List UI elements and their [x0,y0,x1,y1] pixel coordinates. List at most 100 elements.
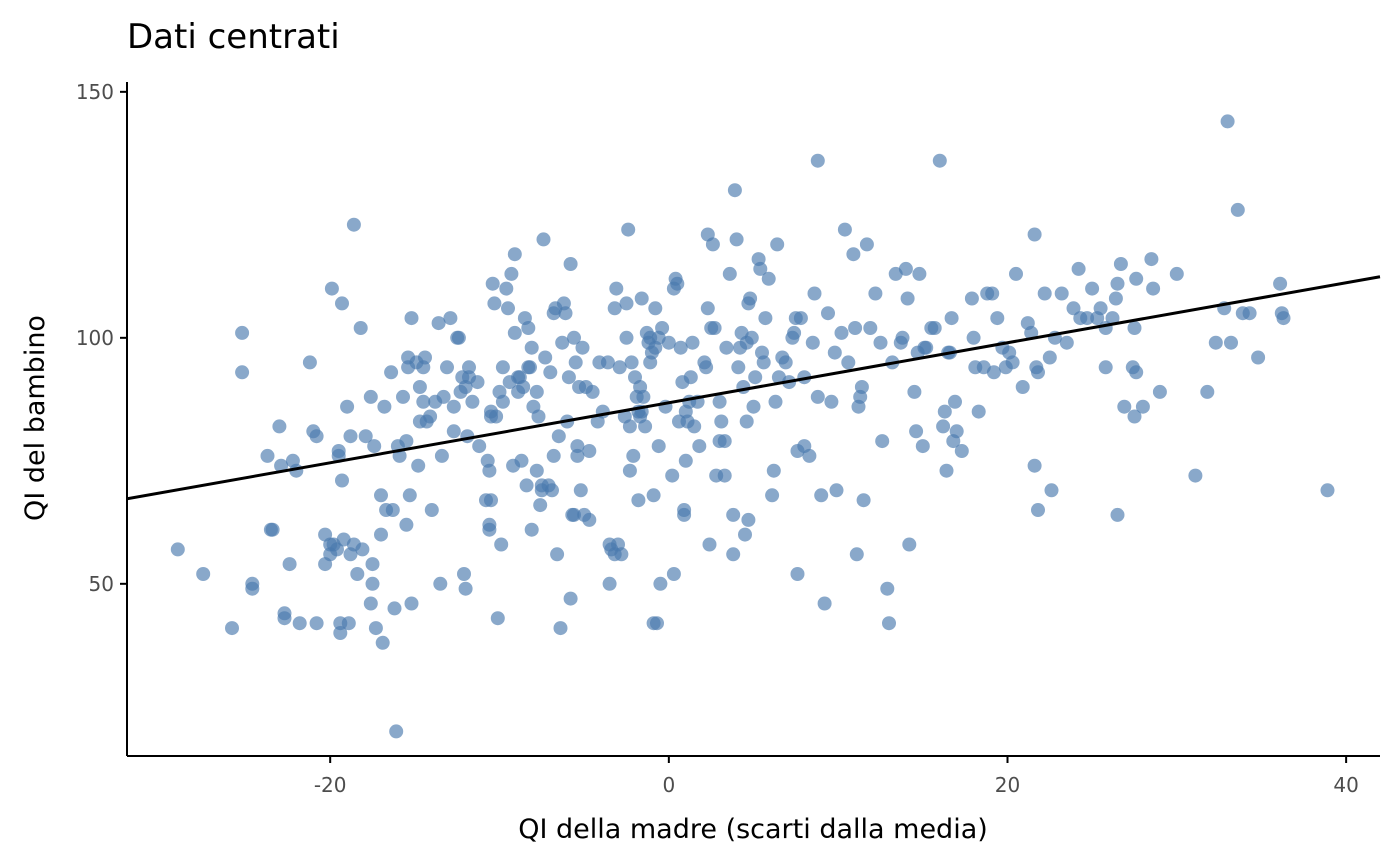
data-point-348 [944,311,959,326]
data-point-105 [482,463,497,478]
data-point-354 [966,330,981,345]
data-point-221 [655,321,670,335]
data-point-40 [346,217,361,232]
data-point-387 [1093,301,1108,316]
data-point-261 [727,183,742,198]
data-point-91 [451,330,466,345]
data-point-257 [719,340,734,355]
data-point-189 [614,547,629,562]
data-point-418 [1276,311,1291,326]
data-point-83 [433,576,448,591]
data-point-42 [350,567,365,581]
data-point-43 [353,321,368,335]
data-point-389 [1098,360,1113,375]
data-point-404 [1152,384,1167,399]
data-point-283 [766,463,781,478]
data-point-174 [582,512,597,527]
data-point-295 [793,311,808,326]
data-point-11 [274,458,289,473]
data-point-150 [546,448,561,463]
data-point-291 [787,325,802,340]
data-point-88 [446,399,461,414]
data-point-219 [651,439,666,454]
data-point-318 [856,493,871,508]
data-point-148 [543,365,558,380]
data-point-9 [265,522,280,537]
data-point-162 [563,591,578,606]
data-point-397 [1127,409,1142,424]
data-point-102 [472,439,487,454]
data-point-14 [282,557,297,572]
data-point-164 [567,507,581,522]
data-point-225 [666,567,681,581]
data-point-133 [521,321,536,335]
data-point-321 [868,286,883,301]
x-tick-label: 40 [1333,773,1358,797]
data-point-32 [333,626,348,640]
data-point-272 [743,291,758,306]
data-point-192 [619,330,634,345]
data-point-120 [501,301,515,316]
data-point-301 [810,389,825,404]
data-point-284 [768,394,783,409]
data-point-256 [717,468,732,483]
data-point-373 [1031,365,1045,380]
data-point-59 [387,601,402,616]
data-point-408 [1208,335,1223,350]
data-point-322 [873,335,888,350]
data-point-77 [418,350,432,365]
data-point-394 [1113,257,1128,271]
data-point-146 [538,350,553,365]
points-layer [170,114,1335,739]
data-point-356 [971,404,986,419]
data-point-314 [849,547,864,562]
data-point-359 [985,286,1000,301]
data-point-85 [436,389,451,404]
data-point-154 [551,429,566,444]
data-point-110 [484,493,498,508]
data-point-70 [404,311,419,326]
data-point-170 [573,483,588,498]
data-point-419 [1320,483,1335,498]
data-point-319 [859,237,874,252]
data-point-392 [1110,507,1125,522]
data-point-135 [523,360,537,375]
data-point-228 [670,276,685,291]
data-point-58 [385,503,400,517]
data-point-188 [612,360,627,375]
y-tick-label: 50 [89,572,114,596]
data-point-249 [705,237,720,252]
data-point-351 [949,424,964,439]
data-point-101 [470,375,485,390]
data-point-20 [309,429,324,444]
data-point-344 [937,404,952,419]
data-point-161 [563,257,578,271]
data-point-244 [699,360,714,375]
data-point-73 [412,380,427,394]
data-point-270 [741,512,756,527]
data-point-38 [343,429,358,444]
data-point-45 [358,429,373,444]
data-point-240 [687,419,702,434]
data-point-273 [744,330,759,345]
data-point-113 [489,409,504,424]
data-point-46 [363,389,378,404]
data-point-407 [1200,384,1215,399]
data-point-193 [621,222,636,237]
data-point-153 [550,547,565,562]
data-point-402 [1144,252,1159,267]
data-point-63 [396,389,410,404]
data-point-312 [846,247,861,262]
data-point-302 [810,153,825,168]
data-point-317 [854,380,869,394]
data-point-60 [389,724,404,739]
data-point-330 [898,261,913,276]
data-point-37 [341,616,356,631]
data-point-145 [536,232,551,247]
data-point-299 [805,335,820,350]
data-point-300 [807,286,822,301]
data-point-304 [817,596,832,611]
data-point-239 [685,335,700,350]
data-point-238 [683,370,698,385]
data-point-44 [355,542,370,557]
